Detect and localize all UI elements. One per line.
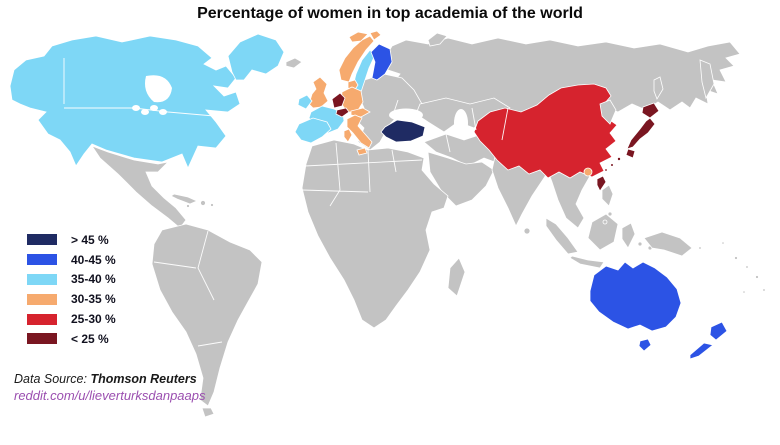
region-japan-kyushu bbox=[625, 148, 636, 159]
region-ireland bbox=[297, 94, 313, 110]
legend-item: 30-35 % bbox=[27, 289, 116, 309]
region-tasmania bbox=[638, 338, 652, 352]
legend-item: 35-40 % bbox=[27, 270, 116, 290]
region-ryukyu-island bbox=[617, 156, 622, 161]
region-africa bbox=[301, 139, 449, 329]
legend-swatch bbox=[27, 293, 57, 305]
black-sea bbox=[389, 108, 423, 122]
data-regions bbox=[9, 30, 728, 360]
region-ryukyu-island bbox=[610, 163, 614, 167]
data-source-name: Thomson Reuters bbox=[90, 372, 197, 386]
hudson-bay bbox=[145, 75, 172, 103]
pacific-island bbox=[721, 241, 725, 245]
country-borders bbox=[153, 99, 509, 347]
region-svalbard bbox=[348, 31, 369, 43]
data-source-line: Data Source: Thomson Reuters bbox=[14, 372, 206, 386]
great-lake bbox=[159, 109, 167, 115]
legend-label: 25-30 % bbox=[71, 312, 116, 327]
legend-swatch bbox=[27, 254, 57, 266]
region-hong-kong bbox=[583, 167, 593, 177]
region-austria bbox=[350, 107, 371, 118]
pacific-island bbox=[742, 290, 746, 294]
region-korea bbox=[599, 99, 617, 125]
region-finland bbox=[370, 43, 393, 81]
region-taiwan bbox=[596, 175, 607, 192]
reddit-attribution: reddit.com/u/lieverturksdanpaaps bbox=[14, 388, 206, 403]
region-sumatra bbox=[545, 217, 579, 255]
region-norway bbox=[338, 35, 375, 83]
region-new-guinea bbox=[643, 231, 693, 257]
region-australia bbox=[589, 261, 682, 332]
pacific-island bbox=[762, 288, 766, 292]
legend-label: 35-40 % bbox=[71, 272, 116, 287]
region-hispaniola bbox=[200, 200, 206, 206]
region-new-zealand-north bbox=[709, 321, 728, 341]
great-lake bbox=[141, 109, 149, 115]
region-ryukyu-island bbox=[604, 168, 608, 172]
legend: > 45 % 40-45 % 35-40 % 30-35 % 25-30 % <… bbox=[27, 230, 116, 349]
inland-seas bbox=[389, 108, 468, 137]
legend-item: > 45 % bbox=[27, 230, 116, 250]
region-china bbox=[473, 83, 618, 179]
legend-item: 25-30 % bbox=[27, 309, 116, 329]
region-new-zealand-south bbox=[689, 342, 714, 360]
region-iceland bbox=[285, 57, 303, 69]
caspian-sea bbox=[454, 109, 468, 137]
legend-item: 40-45 % bbox=[27, 250, 116, 270]
region-mexico-central-america bbox=[90, 145, 187, 229]
region-svalbard bbox=[369, 30, 382, 41]
region-sicily bbox=[356, 147, 368, 156]
region-philippines-island bbox=[607, 211, 613, 217]
region-madagascar bbox=[447, 257, 466, 297]
region-greenland bbox=[227, 33, 285, 81]
legend-label: 30-35 % bbox=[71, 292, 116, 307]
legend-item: < 25 % bbox=[27, 329, 116, 349]
pacific-island bbox=[734, 256, 738, 260]
region-japan-honshu bbox=[626, 117, 656, 150]
data-source-prefix: Data Source: bbox=[14, 372, 91, 386]
region-borneo bbox=[587, 213, 619, 251]
region-philippines-island bbox=[602, 219, 608, 225]
us-canada-border bbox=[63, 58, 215, 117]
region-moluccas-island bbox=[637, 241, 643, 247]
region-jamaica bbox=[186, 204, 190, 208]
pacific-island bbox=[698, 246, 702, 250]
region-netherlands-belgium bbox=[331, 92, 346, 109]
region-java bbox=[569, 255, 605, 269]
region-cuba bbox=[170, 193, 198, 205]
region-japan-hokkaido bbox=[641, 102, 660, 119]
region-sri-lanka bbox=[523, 227, 531, 235]
pacific-island bbox=[755, 275, 759, 279]
region-united-kingdom bbox=[308, 76, 329, 109]
region-north-america bbox=[9, 35, 241, 169]
region-south-america bbox=[151, 223, 263, 407]
great-lake bbox=[150, 105, 158, 111]
legend-label: 40-45 % bbox=[71, 252, 116, 267]
legend-label: < 25 % bbox=[71, 331, 109, 346]
region-sulawesi bbox=[621, 222, 636, 249]
region-switzerland bbox=[335, 107, 350, 118]
pacific-island bbox=[745, 265, 749, 269]
region-novaya-zemlya bbox=[427, 32, 448, 47]
legend-label: > 45 % bbox=[71, 232, 109, 247]
region-turkey bbox=[380, 119, 426, 143]
region-tierra-del-fuego bbox=[201, 407, 215, 418]
footer: Data Source: Thomson Reuters reddit.com/… bbox=[14, 372, 206, 403]
legend-swatch bbox=[27, 234, 57, 246]
region-kamchatka bbox=[699, 59, 715, 100]
region-italy bbox=[346, 114, 373, 149]
page-title: Percentage of women in top academia of t… bbox=[197, 5, 583, 22]
region-sardinia bbox=[343, 128, 353, 143]
region-sakhalin bbox=[653, 76, 664, 100]
legend-swatch bbox=[27, 333, 57, 345]
legend-swatch bbox=[27, 273, 57, 285]
region-philippines bbox=[601, 184, 614, 207]
region-spain-portugal bbox=[294, 117, 332, 144]
legend-swatch bbox=[27, 313, 57, 325]
region-puerto-rico bbox=[210, 203, 214, 207]
